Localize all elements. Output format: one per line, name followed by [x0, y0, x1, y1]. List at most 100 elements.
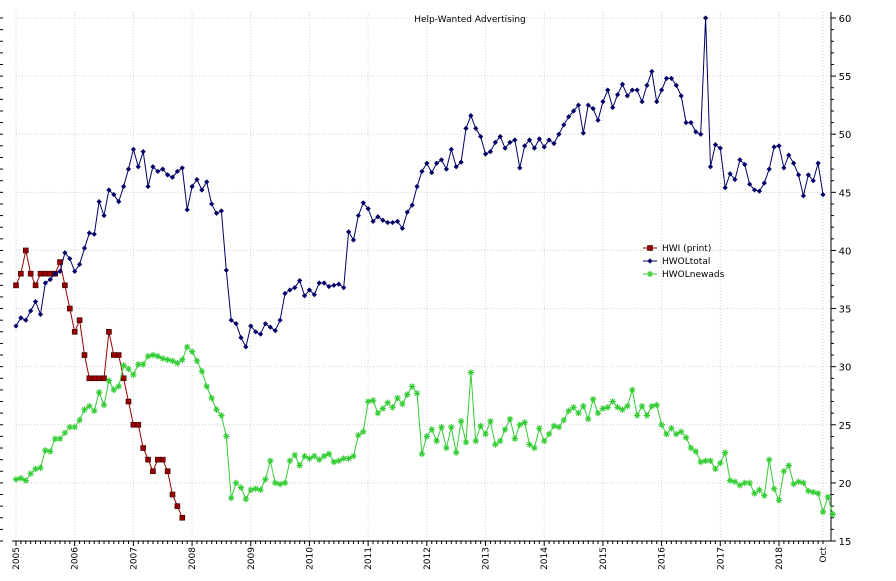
data-point — [238, 335, 244, 341]
data-point — [277, 317, 283, 323]
data-point — [501, 426, 509, 433]
data-point — [717, 459, 724, 467]
data-point — [688, 120, 694, 126]
data-point — [135, 361, 142, 368]
data-point — [159, 456, 166, 463]
data-point — [150, 164, 156, 170]
data-point — [492, 441, 499, 448]
data-point — [394, 394, 401, 402]
data-point — [204, 179, 210, 185]
data-point — [233, 321, 239, 327]
data-point — [800, 479, 807, 487]
data-point — [28, 308, 34, 314]
data-point — [179, 514, 186, 521]
data-point — [223, 267, 229, 273]
data-point — [506, 415, 514, 423]
data-point — [379, 405, 387, 412]
data-point — [599, 405, 607, 412]
data-point — [213, 210, 220, 216]
data-point — [468, 113, 474, 119]
x-tick-label: 2017 — [716, 547, 726, 570]
data-point — [565, 407, 572, 415]
data-point — [208, 394, 215, 402]
data-point — [629, 87, 635, 93]
data-point — [624, 402, 631, 410]
data-point — [91, 375, 98, 382]
data-point — [139, 361, 147, 368]
data-point — [556, 131, 562, 137]
data-point — [496, 437, 504, 445]
data-point — [115, 352, 122, 358]
data-point — [227, 494, 235, 502]
data-point — [174, 503, 181, 509]
data-point — [232, 479, 240, 487]
data-point — [174, 359, 181, 367]
data-point — [575, 409, 582, 417]
legend-swatch-marker — [646, 270, 654, 278]
data-point — [712, 142, 718, 148]
data-point — [145, 456, 151, 463]
data-point — [100, 401, 108, 409]
data-point — [526, 137, 533, 143]
data-point — [365, 206, 371, 212]
data-point — [95, 389, 103, 396]
data-point — [149, 351, 157, 359]
data-point — [815, 160, 821, 166]
data-point — [531, 444, 538, 452]
data-point — [663, 75, 670, 82]
data-point — [150, 468, 156, 475]
data-point — [110, 386, 118, 394]
data-point — [47, 270, 54, 277]
data-point — [47, 448, 54, 455]
data-point — [228, 317, 234, 323]
data-point — [155, 456, 161, 463]
series-hwi-print- — [13, 247, 186, 521]
data-point — [697, 458, 704, 466]
data-point — [478, 133, 484, 140]
data-point — [619, 406, 626, 413]
data-point — [389, 219, 396, 226]
data-point — [712, 465, 719, 473]
data-point — [497, 133, 503, 140]
data-point — [67, 255, 73, 262]
data-point — [18, 270, 24, 277]
data-point — [785, 462, 792, 469]
data-point — [184, 207, 190, 213]
data-point — [761, 492, 768, 499]
data-point — [385, 219, 391, 226]
data-point — [477, 422, 484, 430]
data-point — [570, 404, 577, 411]
data-point — [536, 425, 543, 432]
data-point — [624, 93, 630, 99]
data-point — [409, 202, 415, 208]
data-point — [106, 328, 112, 335]
data-point — [350, 237, 357, 243]
data-point — [56, 435, 64, 442]
data-point — [707, 457, 714, 465]
data-point — [350, 452, 357, 460]
data-point — [198, 368, 206, 375]
data-point — [511, 435, 519, 442]
data-point — [604, 404, 611, 411]
data-point — [164, 356, 171, 363]
x-tick-label: 2016 — [658, 547, 668, 570]
data-point — [253, 329, 259, 335]
data-point — [267, 457, 274, 465]
data-point — [683, 120, 689, 126]
data-point — [183, 343, 191, 351]
x-tick-label: 2006 — [71, 547, 81, 570]
data-point — [673, 430, 680, 438]
data-point — [746, 479, 753, 487]
data-point — [81, 352, 88, 358]
data-point — [614, 404, 621, 411]
data-point — [610, 104, 616, 111]
legend-item: HWOLnewads — [643, 270, 725, 280]
x-tick-label: 2007 — [129, 547, 139, 570]
data-point — [824, 493, 832, 501]
data-point — [297, 278, 303, 284]
data-point — [687, 444, 695, 452]
y-tick-label: 30 — [839, 363, 852, 374]
data-point — [521, 419, 528, 426]
data-point — [668, 75, 674, 82]
data-point — [47, 276, 53, 283]
